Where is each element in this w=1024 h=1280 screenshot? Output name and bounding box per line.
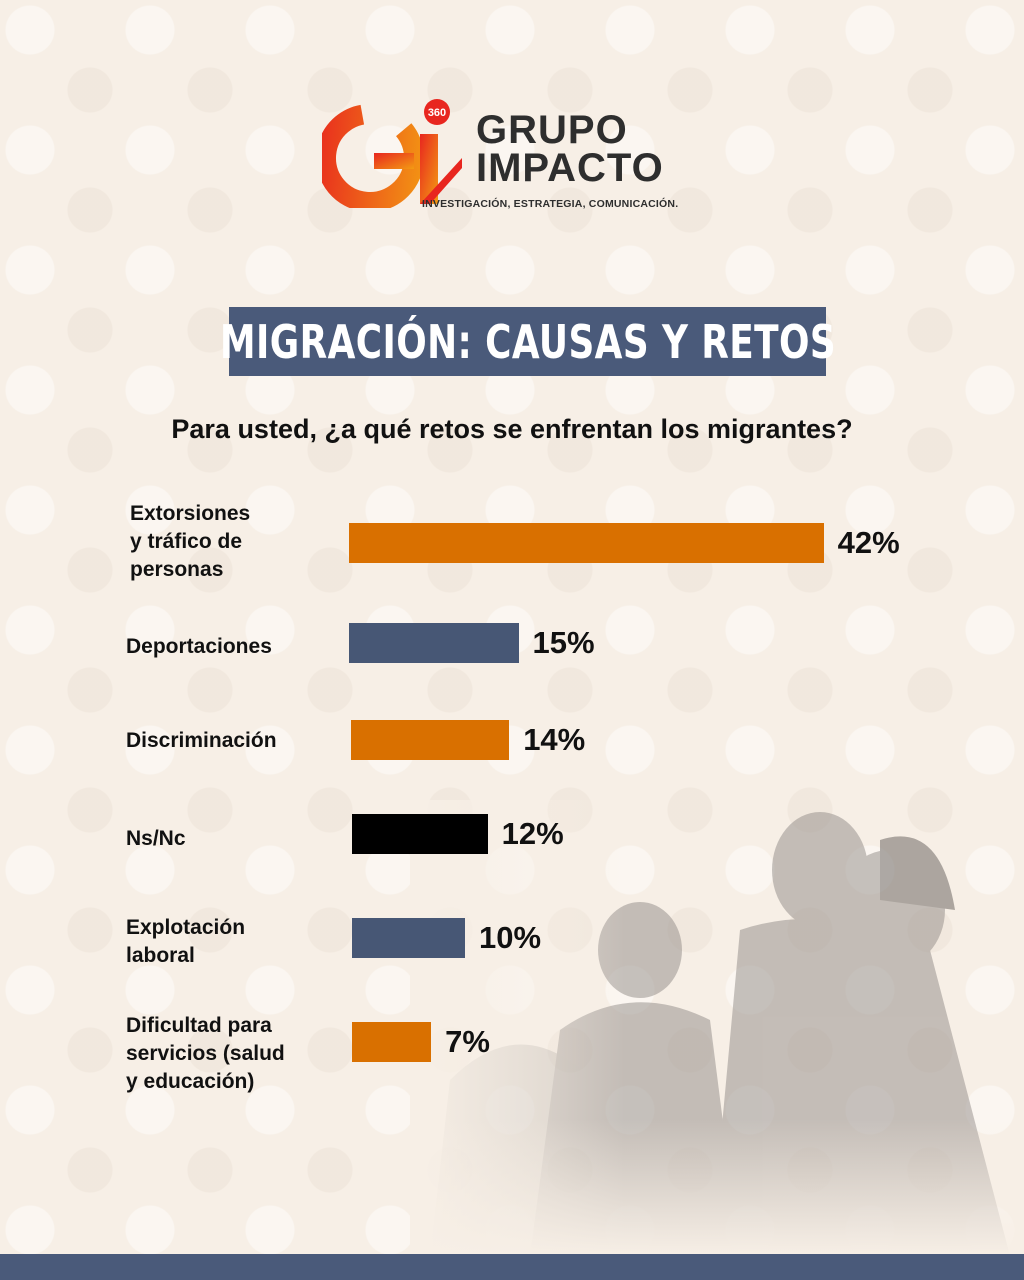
chart-question: Para usted, ¿a qué retos se enfrentan lo… (171, 414, 853, 444)
gi-360-logo-mark: 360 (322, 99, 462, 208)
category-label: Explotación laboral (126, 916, 246, 967)
category-label: Ns/Nc (126, 827, 186, 850)
bar (349, 523, 824, 563)
value-label: 12% (501, 816, 564, 851)
category-label: Dificultad para servicios (salud y educa… (126, 1014, 285, 1093)
category-label: Discriminación (126, 729, 277, 752)
value-label: 42% (837, 525, 900, 560)
footer-band (0, 1254, 1024, 1280)
brand-tagline: INVESTIGACIÓN, ESTRATEGIA, COMUNICACIÓN. (422, 198, 679, 210)
bar (349, 623, 519, 663)
brand-name-line2: IMPACTO (476, 146, 664, 190)
value-label: 10% (479, 920, 542, 955)
value-label: 15% (532, 625, 595, 660)
category-label: Extorsiones y tráfico de personas (130, 502, 251, 581)
brand-logo: 360 GRUPO IMPACTO INVESTIGACIÓN, ESTRATE… (322, 98, 722, 218)
migrants-photo (410, 800, 1024, 1256)
title-banner: MIGRACIÓN: CAUSAS Y RETOS (219, 307, 835, 376)
category-label: Deportaciones (126, 635, 272, 658)
logo-badge-text: 360 (428, 107, 446, 119)
value-label: 14% (523, 722, 586, 757)
bar (352, 918, 465, 958)
bar (352, 814, 488, 854)
value-label: 7% (445, 1024, 490, 1059)
brand-name-line1: GRUPO (476, 108, 628, 152)
bar (352, 1022, 432, 1062)
page-title: MIGRACIÓN: CAUSAS Y RETOS (219, 314, 836, 369)
bar (351, 720, 510, 760)
